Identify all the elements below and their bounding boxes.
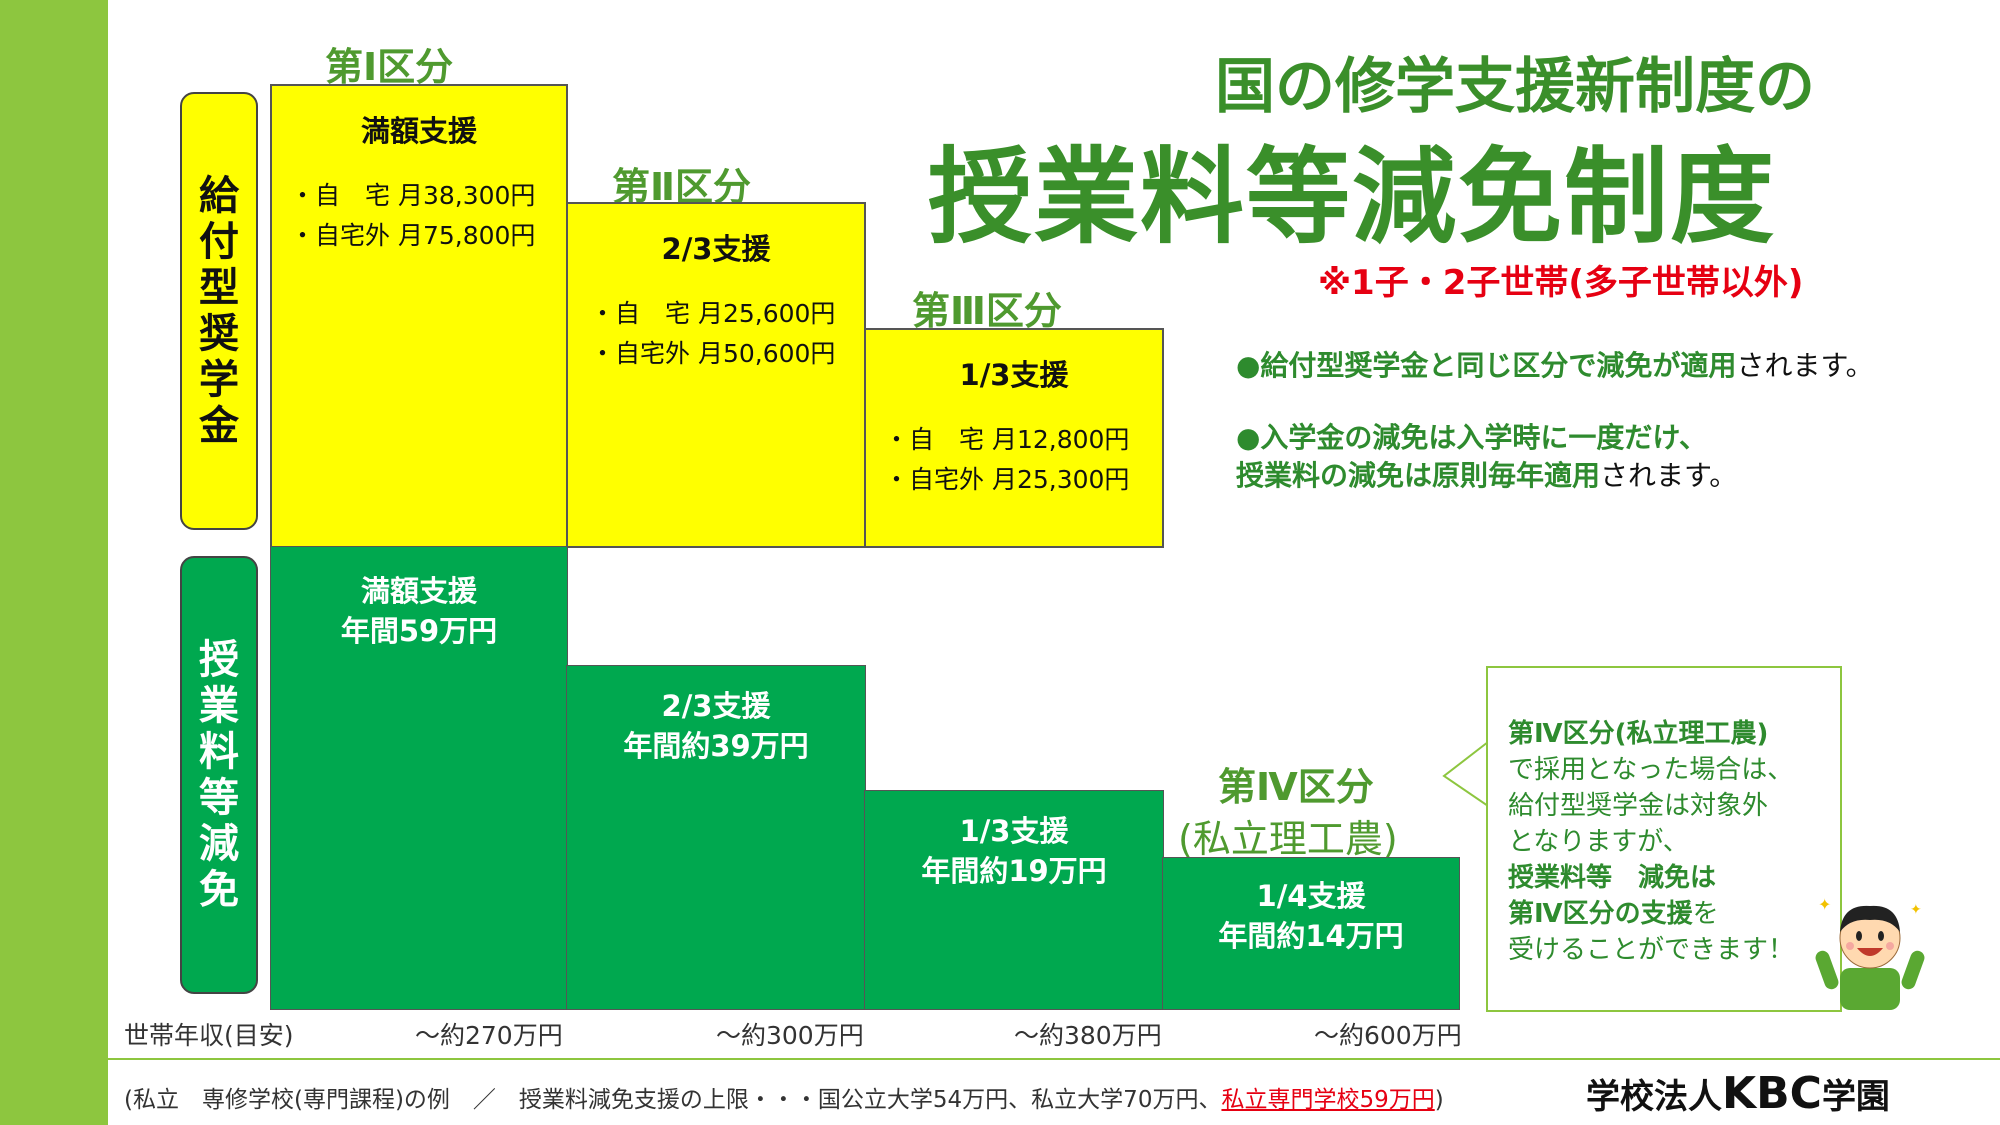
svg-text:✦: ✦ (1818, 895, 1831, 914)
tuition-amount: 年間約14万円 (1218, 919, 1404, 953)
footer-note: (私立 専修学校(専門課程)の例 ／ 授業料減免支援の上限・・・国公立大学54万… (124, 1080, 1444, 1114)
callout-line-7: 受けることができます！ (1508, 935, 1795, 965)
tuition-char: 授 (199, 637, 239, 683)
bullet-note-2-line2: 授業料の減免は原則毎年適用されます。 (1236, 458, 1737, 494)
bullet-note-2-bold: 授業料の減免は原則毎年適用 (1236, 459, 1601, 492)
tuition-amount: 年間約39万円 (623, 729, 809, 763)
callout-line-6b: を (1692, 899, 1719, 929)
bullet-note-1-bold: ●給付型奨学金と同じ区分で減免が適用 (1236, 349, 1737, 382)
logo-kbc: KBC (1722, 1068, 1822, 1119)
scholarship-char: 給 (199, 173, 239, 219)
category-1-label: 第Ⅰ区分 (325, 45, 454, 89)
income-threshold-4: ～約600万円 (1314, 1021, 1462, 1050)
tuition-level: 1/4支援 (1256, 879, 1366, 913)
scholarship-home-amount: ・自 宅 月38,300円 (290, 181, 536, 210)
tuition-box-1: 満額支援 年間59万円 (270, 546, 568, 1010)
scholarship-char: 金 (199, 403, 239, 449)
tuition-char: 免 (199, 867, 239, 913)
tuition-amount: 年間約19万円 (921, 854, 1107, 888)
scholarship-away-amount: ・自宅外 月75,800円 (290, 221, 536, 250)
scholarship-away-amount: ・自宅外 月50,600円 (590, 339, 836, 368)
scholarship-home-amount: ・自 宅 月25,600円 (590, 299, 836, 328)
callout-line-6a: 第Ⅳ区分の支援 (1508, 899, 1693, 929)
callout-line-5: 授業料等 減免は (1508, 863, 1717, 893)
category-2-label: 第Ⅱ区分 (612, 165, 752, 209)
tuition-char: 業 (199, 683, 239, 729)
scholarship-side-label: 給 付 型 奨 学 金 (180, 92, 258, 530)
bullet-note-1-plain: されます。 (1736, 349, 1874, 382)
tuition-char: 等 (199, 775, 239, 821)
left-accent-bar (0, 0, 108, 1125)
scholarship-away-amount: ・自宅外 月25,300円 (884, 465, 1130, 494)
scholarship-box-2: 2/3支援 ・自 宅 月25,600円 ・自宅外 月50,600円 (566, 202, 866, 548)
tuition-level: 2/3支援 (661, 689, 771, 723)
callout-line-3: 給付型奨学金は対象外 (1508, 791, 1769, 821)
scholarship-box-3: 1/3支援 ・自 宅 月12,800円 ・自宅外 月25,300円 (864, 328, 1164, 548)
callout-line-1: 第Ⅳ区分(私立理工農) (1508, 719, 1769, 749)
scholarship-box-head: 1/3支援 (959, 358, 1069, 392)
scholarship-char: 奨 (199, 311, 239, 357)
income-axis-label: 世帯年収(目安) (124, 1021, 294, 1050)
title-line1: 国の修学支援新制度の (1215, 52, 1815, 122)
school-logo: 学校法人KBC学園 (1586, 1068, 1890, 1119)
footer-end: ) (1434, 1087, 1444, 1113)
tuition-side-label: 授 業 料 等 減 免 (180, 556, 258, 994)
scholarship-box-head: 満額支援 (360, 114, 477, 148)
tuition-box-3: 1/3支援 年間約19万円 (864, 790, 1164, 1010)
logo-prefix: 学校法人 (1586, 1077, 1722, 1117)
callout-text: 第Ⅳ区分(私立理工農) で採用となった場合は、 給付型奨学金は対象外 となります… (1508, 716, 1840, 968)
footer-divider (108, 1058, 2000, 1060)
category-4-label: 第Ⅳ区分 (1218, 765, 1374, 809)
callout-pointer (1442, 740, 1490, 808)
category-4-sublabel: (私立理工農) (1178, 817, 1398, 861)
logo-suffix: 学園 (1821, 1077, 1890, 1117)
footer-highlight: 私立専門学校59万円 (1221, 1087, 1435, 1113)
household-note: ※1子・2子世帯(多子世帯以外) (1318, 263, 1804, 303)
income-threshold-1: ～約270万円 (415, 1021, 563, 1050)
callout-box: 第Ⅳ区分(私立理工農) で採用となった場合は、 給付型奨学金は対象外 となります… (1486, 666, 1842, 1012)
tuition-char: 減 (199, 821, 239, 867)
scholarship-box-1: 満額支援 ・自 宅 月38,300円 ・自宅外 月75,800円 (270, 84, 568, 548)
scholarship-char: 型 (199, 265, 239, 311)
bullet-note-2-plain: されます。 (1600, 459, 1738, 492)
income-threshold-2: ～約300万円 (716, 1021, 864, 1050)
bullet-note-1: ●給付型奨学金と同じ区分で減免が適用されます。 (1236, 348, 1874, 384)
page-title: 授業料等減免制度 (928, 136, 1777, 258)
scholarship-char: 学 (199, 357, 239, 403)
callout-line-2: で採用となった場合は、 (1508, 755, 1794, 785)
tuition-amount: 年間59万円 (340, 614, 498, 648)
income-threshold-3: ～約380万円 (1014, 1021, 1162, 1050)
tuition-level: 満額支援 (360, 574, 477, 608)
footer-text: (私立 専修学校(専門課程)の例 ／ 授業料減免支援の上限・・・国公立大学54万… (124, 1087, 1222, 1113)
callout-line-4: となりますが、 (1508, 827, 1689, 857)
bullet-note-2-line1: ●入学金の減免は入学時に一度だけ、 (1236, 421, 1708, 454)
tuition-box-2: 2/3支援 年間約39万円 (566, 665, 866, 1010)
category-3-label: 第Ⅲ区分 (912, 289, 1062, 333)
cheering-boy-illustration: ✦ ✦ (1815, 895, 1925, 1010)
svg-text:✦: ✦ (1910, 902, 1922, 918)
tuition-char: 料 (199, 729, 239, 775)
tuition-box-4: 1/4支援 年間約14万円 (1162, 857, 1460, 1010)
tuition-level: 1/3支援 (959, 814, 1069, 848)
scholarship-char: 付 (199, 219, 239, 265)
scholarship-box-head: 2/3支援 (661, 232, 771, 266)
scholarship-home-amount: ・自 宅 月12,800円 (884, 425, 1130, 454)
